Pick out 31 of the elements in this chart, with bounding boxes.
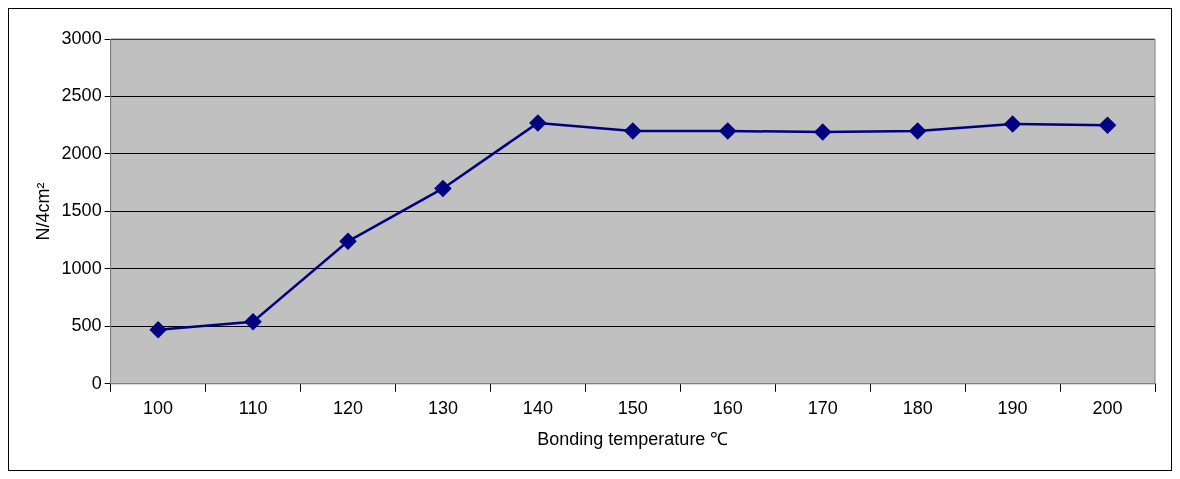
point	[149, 321, 167, 339]
point	[719, 122, 737, 140]
x-tick-label: 130	[427, 397, 458, 418]
y-tick-label: 0	[91, 372, 102, 393]
x-tick-label: 120	[332, 397, 364, 418]
x-tick-label: 150	[617, 397, 648, 418]
y-tick-label: 2000	[61, 142, 102, 163]
point	[1004, 115, 1021, 133]
x-tick-label: 110	[238, 397, 268, 418]
x-axis-title: Bonding temperature ℃	[537, 429, 729, 450]
point	[814, 123, 831, 141]
point	[434, 180, 452, 197]
x-tick-label: 180	[902, 397, 933, 418]
x-tick-label: 190	[997, 397, 1028, 418]
point	[1099, 116, 1116, 134]
point	[624, 122, 642, 140]
y-axis-title: N/4cm²	[32, 182, 53, 241]
x-tick-label: 160	[712, 397, 743, 418]
y-tick-label: 2500	[61, 85, 102, 106]
y-tick-label: 500	[71, 315, 102, 336]
y-tick-label: 3000	[61, 27, 102, 48]
y-tick-label: 1500	[61, 200, 102, 221]
point	[244, 313, 262, 330]
point	[529, 114, 547, 132]
x-tick-label: 170	[807, 397, 838, 418]
x-tick-label: 140	[522, 397, 553, 418]
point	[909, 122, 926, 140]
x-tick-label: 100	[143, 397, 174, 418]
x-tick-label: 200	[1092, 397, 1123, 418]
point	[339, 233, 357, 250]
y-tick-label: 1000	[61, 257, 102, 278]
